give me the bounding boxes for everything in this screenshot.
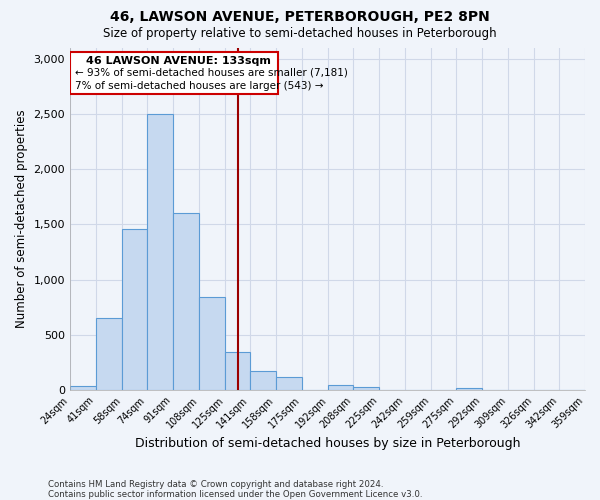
Text: Size of property relative to semi-detached houses in Peterborough: Size of property relative to semi-detach… [103,28,497,40]
Text: ← 93% of semi-detached houses are smaller (7,181): ← 93% of semi-detached houses are smalle… [74,68,347,78]
Bar [225,352,250,390]
Bar [276,377,302,390]
Bar [96,318,122,390]
Bar [70,386,96,390]
Text: 46 LAWSON AVENUE: 133sqm: 46 LAWSON AVENUE: 133sqm [86,56,271,66]
Bar [122,229,147,390]
Text: 7% of semi-detached houses are larger (543) →: 7% of semi-detached houses are larger (5… [74,80,323,90]
Y-axis label: Number of semi-detached properties: Number of semi-detached properties [15,110,28,328]
Bar [456,388,482,390]
Text: Contains HM Land Registry data © Crown copyright and database right 2024.: Contains HM Land Registry data © Crown c… [48,480,383,489]
Bar [328,384,353,390]
Bar [147,114,173,390]
Bar [353,387,379,390]
FancyBboxPatch shape [70,52,278,94]
Bar [250,372,276,390]
X-axis label: Distribution of semi-detached houses by size in Peterborough: Distribution of semi-detached houses by … [135,437,520,450]
Bar [173,214,199,390]
Text: Contains public sector information licensed under the Open Government Licence v3: Contains public sector information licen… [48,490,422,499]
Bar [199,298,225,390]
Text: 46, LAWSON AVENUE, PETERBOROUGH, PE2 8PN: 46, LAWSON AVENUE, PETERBOROUGH, PE2 8PN [110,10,490,24]
